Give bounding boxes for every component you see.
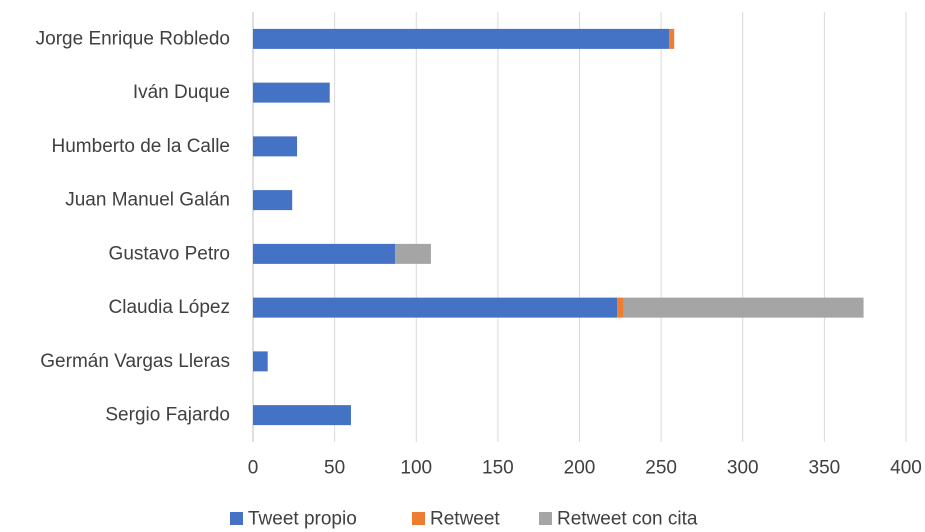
category-label-jorge-enrique-robledo: Jorge Enrique Robledo [36, 28, 230, 49]
legend-swatch-retweet [412, 512, 425, 525]
category-label-sergio-fajardo: Sergio Fajardo [105, 405, 230, 426]
x-tick-label-200: 200 [564, 458, 596, 479]
bar-tweet-propio-german-vargas-lleras [253, 351, 268, 372]
legend-label-retweet: Retweet [430, 509, 500, 530]
x-tick-labels: 0 50 100 150 200 250 300 350 400 [248, 458, 922, 479]
x-tick-label-100: 100 [400, 458, 432, 479]
category-label-humberto-de-la-calle: Humberto de la Calle [52, 136, 230, 157]
bar-tweet-propio-sergio-fajardo [253, 405, 351, 426]
legend-label-tweet-propio: Tweet propio [248, 509, 357, 530]
category-label-juan-manuel-galan: Juan Manuel Galán [65, 190, 230, 211]
category-label-claudia-lopez: Claudia López [109, 297, 230, 318]
bar-tweet-propio-gustavo-petro [253, 243, 396, 264]
category-label-gustavo-petro: Gustavo Petro [109, 243, 230, 264]
bar-retweet-claudia-lopez [617, 297, 624, 318]
bar-tweet-propio-claudia-lopez [253, 297, 618, 318]
bars [253, 28, 864, 426]
x-tick-label-150: 150 [482, 458, 514, 479]
category-label-german-vargas-lleras: Germán Vargas Lleras [40, 351, 230, 372]
gridlines [252, 12, 907, 442]
x-tick-label-50: 50 [324, 458, 345, 479]
x-tick-label-0: 0 [248, 458, 259, 479]
bar-retweet-con-cita-claudia-lopez [623, 297, 864, 318]
legend-swatch-retweet-con-cita [539, 512, 552, 525]
category-label-ivan-duque: Iván Duque [133, 82, 230, 103]
bar-retweet-con-cita-gustavo-petro [395, 243, 431, 264]
x-tick-label-250: 250 [645, 458, 677, 479]
bar-tweet-propio-ivan-duque [253, 82, 330, 103]
x-tick-label-400: 400 [890, 458, 922, 479]
bar-tweet-propio-jorge-enrique-robledo [253, 28, 670, 49]
legend-label-retweet-con-cita: Retweet con cita [557, 509, 698, 530]
x-tick-label-350: 350 [809, 458, 841, 479]
bar-tweet-propio-juan-manuel-galan [253, 190, 293, 211]
legend-swatch-tweet-propio [230, 512, 243, 525]
category-labels: Jorge Enrique Robledo Iván Duque Humberto … [36, 28, 230, 425]
bar-retweet-jorge-enrique-robledo [669, 28, 675, 49]
bar-tweet-propio-humberto-de-la-calle [253, 136, 298, 157]
legend: Tweet propio Retweet Retweet con cita [230, 509, 698, 530]
x-tick-label-300: 300 [727, 458, 759, 479]
